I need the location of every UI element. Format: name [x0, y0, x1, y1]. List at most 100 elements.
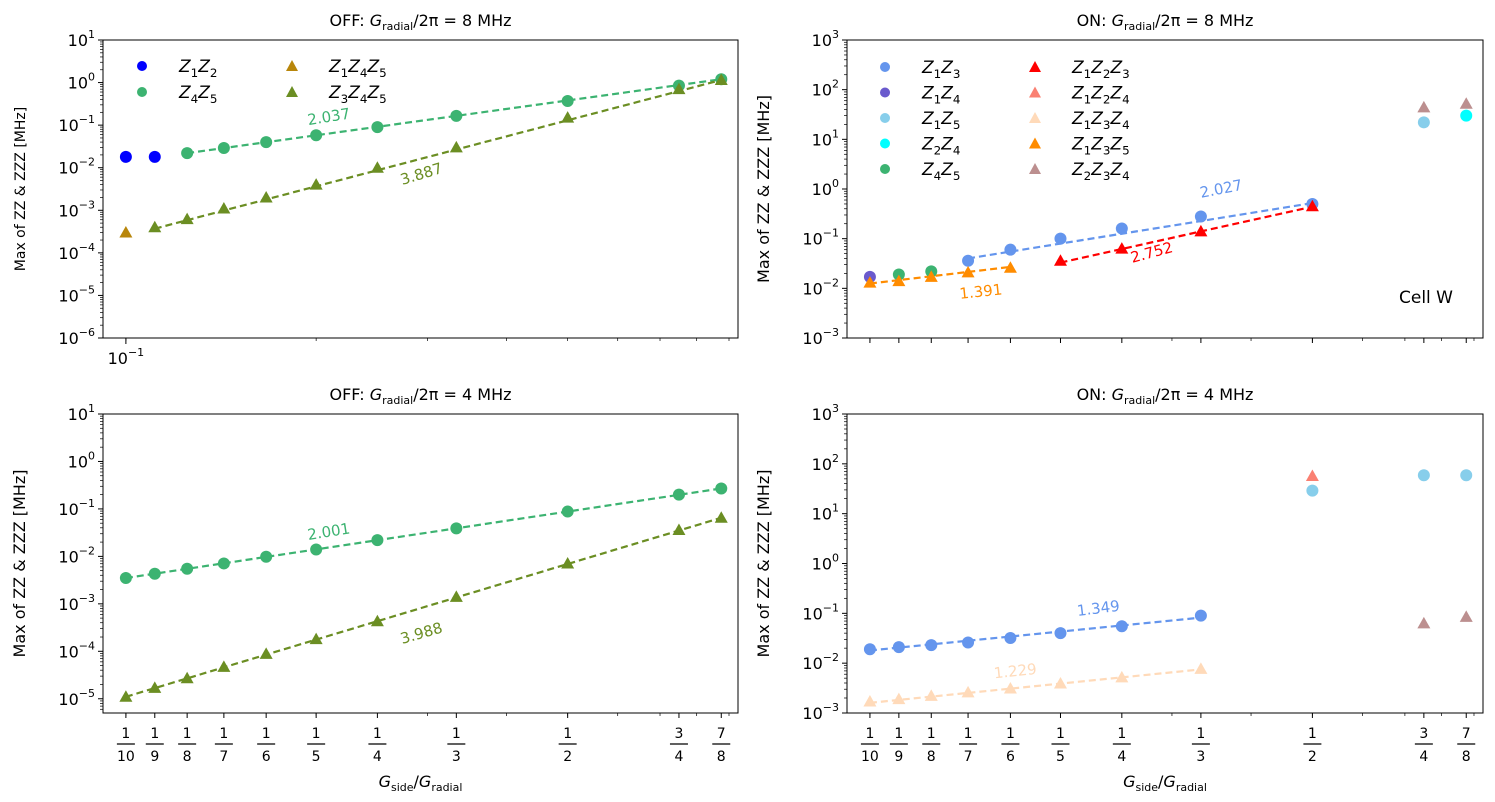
y-tick-label-exp: 0	[832, 552, 839, 565]
y-tick-label-base: 10	[802, 704, 822, 723]
x-tick-numerator: 1	[262, 726, 271, 742]
x-tick-numerator: 1	[894, 726, 903, 742]
cell-label: Cell W	[1399, 288, 1453, 308]
xl-g1: G	[379, 772, 391, 791]
y-tick-label: 10−3	[802, 326, 839, 348]
data-point	[1115, 620, 1128, 633]
data-point	[217, 142, 230, 155]
y-tick-label: 100	[68, 71, 95, 93]
legend-marker	[137, 61, 147, 71]
y-tick-label-exp: 3	[832, 28, 839, 41]
data-point	[715, 482, 728, 495]
y-tick-label-base: 10	[812, 555, 832, 574]
legend-label-part: Z	[940, 135, 953, 155]
legend-label-sub: 4	[191, 92, 199, 106]
y-tick-label-base: 10	[802, 329, 822, 348]
title-sub: radial	[382, 20, 413, 33]
y-tick-label-base: 10	[58, 595, 78, 614]
data-point	[181, 562, 194, 575]
data-point	[1004, 243, 1017, 256]
x-tick-denominator: 8	[1462, 749, 1471, 765]
x-tick-denominator: 9	[894, 749, 903, 765]
legend-label-part: Z	[1090, 84, 1103, 104]
legend-label-part: Z	[366, 83, 379, 103]
data-point	[217, 557, 230, 570]
legend-marker	[880, 113, 890, 123]
data-point	[1417, 616, 1431, 629]
data-point	[1417, 100, 1431, 113]
data-point	[892, 692, 906, 705]
legend-marker	[286, 86, 298, 97]
y-tick-label-base: 10	[812, 455, 832, 474]
legend-label-sub: 1	[1084, 144, 1092, 158]
legend-label-sub: 3	[1103, 169, 1111, 183]
fit-slope-label: 2.001	[306, 519, 351, 543]
y-tick-label-exp: 1	[832, 502, 839, 515]
data-point	[961, 685, 975, 698]
chart-title: ON: Gradial/2π = 4 MHz	[1077, 385, 1254, 407]
legend-label-part: Z	[347, 83, 360, 103]
fit-slope-label: 1.349	[1076, 597, 1121, 620]
legend-label: Z1​Z2​	[178, 57, 217, 80]
data-point	[119, 226, 133, 238]
y-tick-label-base: 10	[802, 604, 822, 623]
data-point	[310, 129, 323, 142]
y-tick-label-base: 10	[68, 74, 88, 93]
x-tick-denominator: 10	[117, 749, 135, 765]
y-tick-label-base: 10	[68, 31, 88, 50]
x-tick-denominator: 7	[219, 749, 228, 765]
title-g: G	[370, 11, 382, 30]
data-point	[449, 140, 463, 153]
y-tick-label: 101	[812, 127, 839, 149]
y-tick-label: 102	[812, 452, 839, 474]
x-axis-label: Gside/Gradial	[379, 772, 463, 794]
data-point	[961, 265, 975, 278]
x-tick-numerator: 1	[1056, 726, 1065, 742]
legend-label-part: Z	[1071, 135, 1084, 155]
xl-g2: G	[419, 772, 431, 791]
y-tick-label: 10−2	[802, 276, 839, 298]
x-tick-numerator: 7	[717, 726, 726, 742]
y-tick-label-exp: 0	[88, 449, 95, 462]
legend-label-part: Z	[940, 84, 953, 104]
legend-label-part: Z	[921, 135, 934, 155]
fit-line	[869, 616, 1202, 652]
fit-slope-label: 2.752	[1129, 238, 1175, 267]
y-tick-label-base: 10	[812, 31, 832, 50]
data-point	[1305, 469, 1319, 481]
legend-label-part: Z	[1090, 160, 1103, 180]
plot-area	[863, 469, 1473, 707]
data-point	[148, 220, 162, 233]
data-point	[1305, 199, 1319, 212]
data-point	[1054, 232, 1067, 245]
y-tick-label: 10−6	[58, 326, 95, 348]
x-tick-numerator: 7	[1462, 726, 1471, 742]
data-point	[1053, 254, 1067, 266]
x-tick-denominator: 5	[1056, 749, 1065, 765]
data-point	[1115, 242, 1129, 254]
y-tick-label-exp: −3	[823, 701, 839, 714]
data-point	[450, 109, 463, 122]
x-tick-numerator: 1	[563, 726, 572, 742]
legend-label-sub: 4	[953, 93, 961, 107]
legend-label-sub: 2	[1084, 169, 1092, 183]
x-tick-numerator: 1	[373, 726, 382, 742]
y-tick-label: 103	[812, 28, 839, 50]
legend-marker	[880, 138, 890, 149]
fit-line	[125, 516, 722, 698]
fit-line	[869, 265, 1011, 285]
panel-off4: OFF: Gradial/2π = 4 MHz10−510−410−310−21…	[10, 385, 739, 794]
legend-marker	[1029, 112, 1041, 123]
legend-label-sub: 3	[1103, 144, 1111, 158]
y-tick-label-exp: −5	[79, 283, 95, 296]
legend-label-part: Z	[1071, 109, 1084, 129]
y-tick-label: 10−3	[58, 592, 95, 614]
xl-g1: G	[1123, 772, 1135, 791]
title-suffix: /2π = 4 MHz	[1155, 385, 1253, 404]
data-point	[310, 543, 323, 556]
y-tick-label-base: 10	[812, 180, 832, 199]
data-point	[1053, 677, 1067, 689]
data-point	[1194, 210, 1207, 223]
legend-marker	[1029, 61, 1041, 72]
data-point	[561, 505, 574, 518]
